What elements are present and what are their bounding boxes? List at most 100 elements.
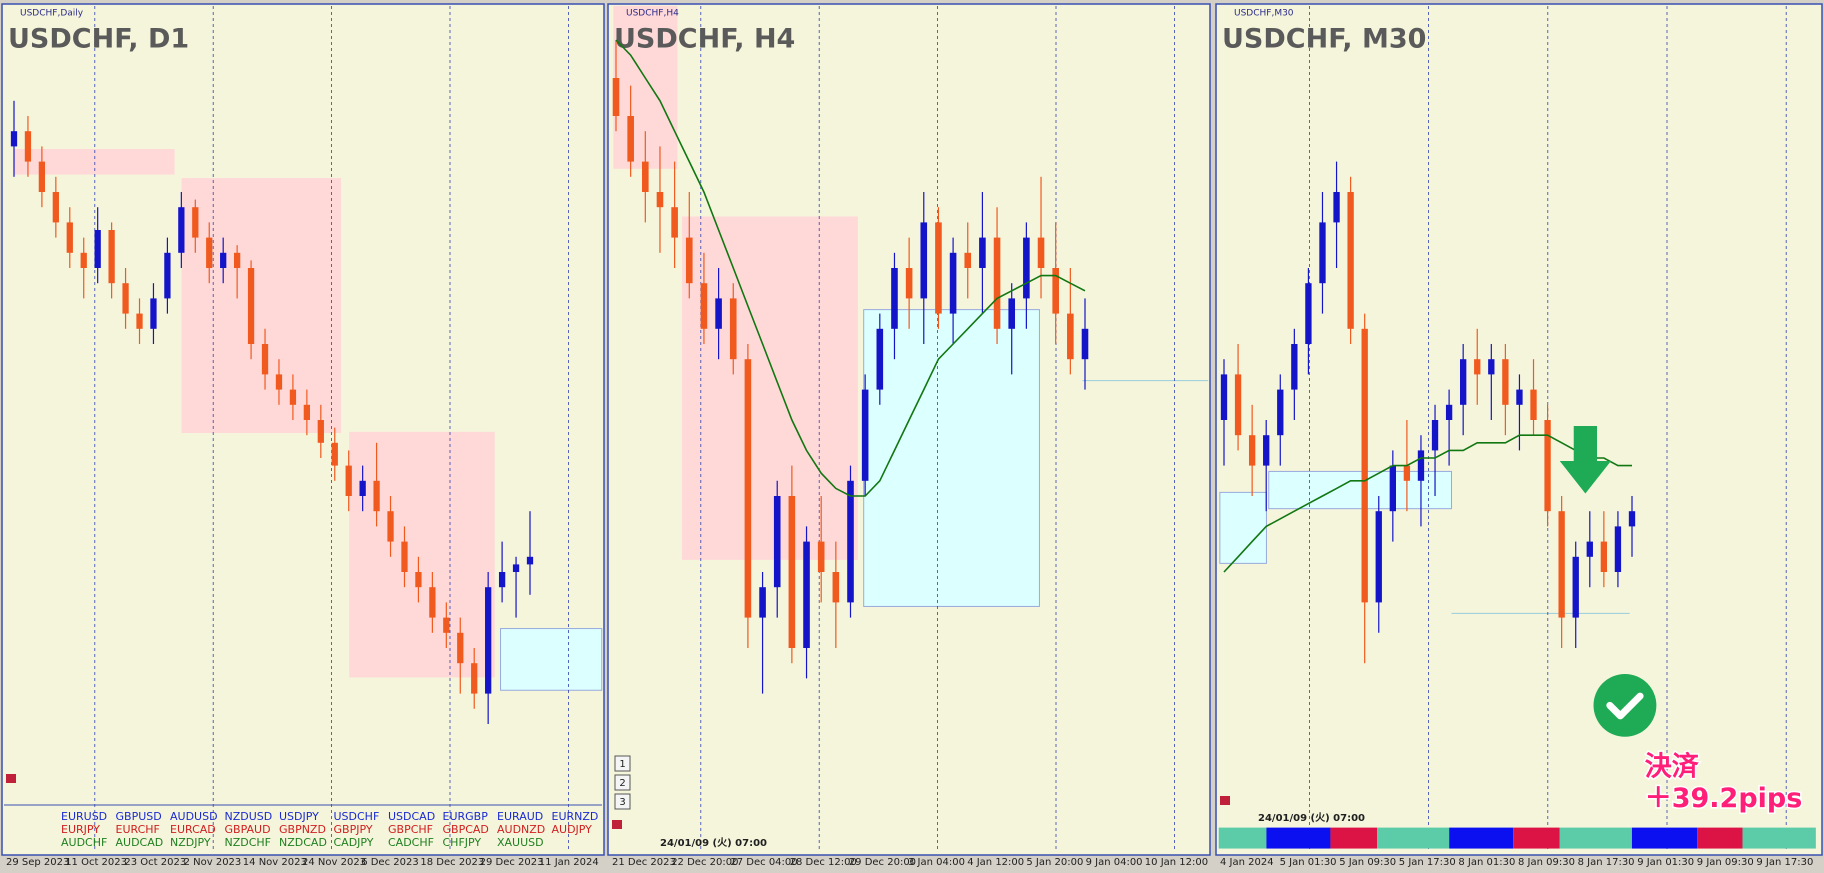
candle-body	[526, 556, 534, 565]
candle-body	[671, 207, 678, 238]
date-label: 29 Dec 20:00	[849, 857, 916, 868]
symbol-button[interactable]: EURCAD	[170, 823, 216, 836]
date-label: 6 Dec 2023	[361, 857, 419, 868]
strength-segment	[1631, 827, 1698, 849]
timestamp: 24/01/09 (火) 07:00	[660, 837, 767, 849]
date-label: 11 Oct 2023	[65, 857, 127, 868]
symbol-button[interactable]: CADJPY	[334, 836, 374, 849]
strength-segment	[1742, 827, 1816, 849]
candle-body	[1389, 465, 1396, 512]
candle-body	[788, 496, 796, 648]
candle-body	[24, 131, 32, 162]
date-label: 9 Jan 09:30	[1697, 857, 1754, 868]
strength-segment	[1449, 827, 1514, 849]
candle-body	[373, 480, 380, 512]
symbol-button[interactable]: GBPCAD	[443, 823, 489, 836]
candle-body	[178, 207, 185, 253]
candle-body	[1544, 420, 1551, 512]
candle-body	[275, 374, 283, 390]
symbol-button[interactable]: NZDJPY	[170, 836, 211, 849]
candle-body	[345, 465, 352, 496]
candle-body	[1614, 526, 1622, 572]
candle-body	[847, 480, 854, 603]
symbol-button[interactable]: USDCHF	[334, 810, 380, 823]
symbol-button[interactable]: USDJPY	[279, 810, 319, 823]
symbol-button[interactable]: EURGBP	[443, 810, 489, 823]
candle-body	[192, 207, 199, 238]
sell-arrow	[1559, 426, 1611, 494]
symbol-button[interactable]: NZDUSD	[225, 810, 273, 823]
candle-body	[247, 268, 255, 344]
symbol-button[interactable]: GBPNZD	[279, 823, 326, 836]
candle-body	[1600, 541, 1608, 572]
candle-body	[685, 237, 693, 284]
candle-body	[261, 344, 269, 375]
tab[interactable]	[614, 774, 631, 791]
symbol-button[interactable]: GBPCHF	[388, 823, 433, 836]
symbol-button[interactable]: GBPAUD	[225, 823, 271, 836]
symbol-button[interactable]: AUDUSD	[170, 810, 218, 823]
date-label: 18 Dec 2023	[420, 857, 484, 868]
moving-average	[615, 39, 1086, 497]
symbol-button[interactable]: EURUSD	[61, 810, 107, 823]
symbol-button[interactable]: EURNZD	[552, 810, 599, 823]
candle-body	[52, 192, 59, 223]
candle-body	[1023, 237, 1030, 299]
candle-body	[415, 572, 422, 588]
candle-body	[289, 389, 297, 405]
timestamp: 24/01/09 (火) 07:00	[1258, 812, 1365, 824]
symbol-button[interactable]: EURJPY	[61, 823, 100, 836]
candle-body	[612, 78, 620, 116]
symbol-button[interactable]: CHFJPY	[443, 836, 482, 849]
date-label: 8 Jan 17:30	[1578, 857, 1635, 868]
symbol-button[interactable]: AUDJPY	[552, 823, 593, 836]
symbol-button[interactable]: GBPUSD	[116, 810, 162, 823]
candle-body	[1333, 192, 1340, 223]
candle-body	[1516, 389, 1523, 405]
candle-body	[1234, 374, 1242, 436]
symbol-button[interactable]: AUDCHF	[61, 836, 107, 849]
symbol-button[interactable]: GBPJPY	[334, 823, 373, 836]
check-mark	[1606, 692, 1644, 720]
candle-body	[949, 252, 957, 314]
close-button[interactable]	[1220, 796, 1230, 805]
candle-body	[429, 587, 436, 618]
symbol-button[interactable]: XAUUSD	[497, 836, 544, 849]
symbol-button[interactable]: AUDNZD	[497, 823, 545, 836]
zone	[1219, 491, 1267, 564]
annotation: 決済	[1645, 751, 1700, 783]
symbol-button[interactable]: AUDCAD	[116, 836, 164, 849]
candle-body	[1008, 298, 1016, 329]
symbol-label: USDCHF,M30	[1234, 9, 1294, 19]
tab[interactable]	[614, 793, 631, 810]
chart-title: USDCHF, M30	[1222, 24, 1426, 55]
symbol-button[interactable]: EURCHF	[116, 823, 160, 836]
symbol-button[interactable]: USDCAD	[388, 810, 435, 823]
candle-body	[303, 404, 311, 420]
symbol-button[interactable]: CADCHF	[388, 836, 434, 849]
candle-body	[38, 161, 46, 192]
tab[interactable]	[614, 755, 631, 772]
close-button[interactable]	[612, 820, 622, 829]
close-button[interactable]	[6, 774, 16, 783]
candle-body	[136, 313, 143, 329]
candle-body	[1277, 389, 1284, 436]
date-label: 29 Sep 2023	[6, 857, 69, 868]
candle-body	[94, 230, 101, 268]
symbol-button[interactable]: NZDCAD	[279, 836, 327, 849]
candle-body	[1572, 556, 1579, 618]
strength-segment	[1218, 827, 1267, 849]
symbol-button[interactable]: EURAUD	[497, 810, 543, 823]
candle-body	[1291, 344, 1298, 390]
symbol-label: USDCHF,Daily	[20, 9, 84, 19]
candle-body	[1474, 359, 1481, 375]
tab-label: 1	[619, 759, 625, 770]
candle-body	[512, 564, 520, 572]
candle-body	[891, 268, 898, 329]
date-label: 27 Dec 04:00	[730, 857, 797, 868]
symbol-button[interactable]: NZDCHF	[225, 836, 272, 849]
candle-body	[457, 632, 464, 664]
candle-body	[1460, 359, 1467, 405]
candle-body	[10, 131, 18, 147]
date-label: 22 Dec 20:00	[671, 857, 738, 868]
